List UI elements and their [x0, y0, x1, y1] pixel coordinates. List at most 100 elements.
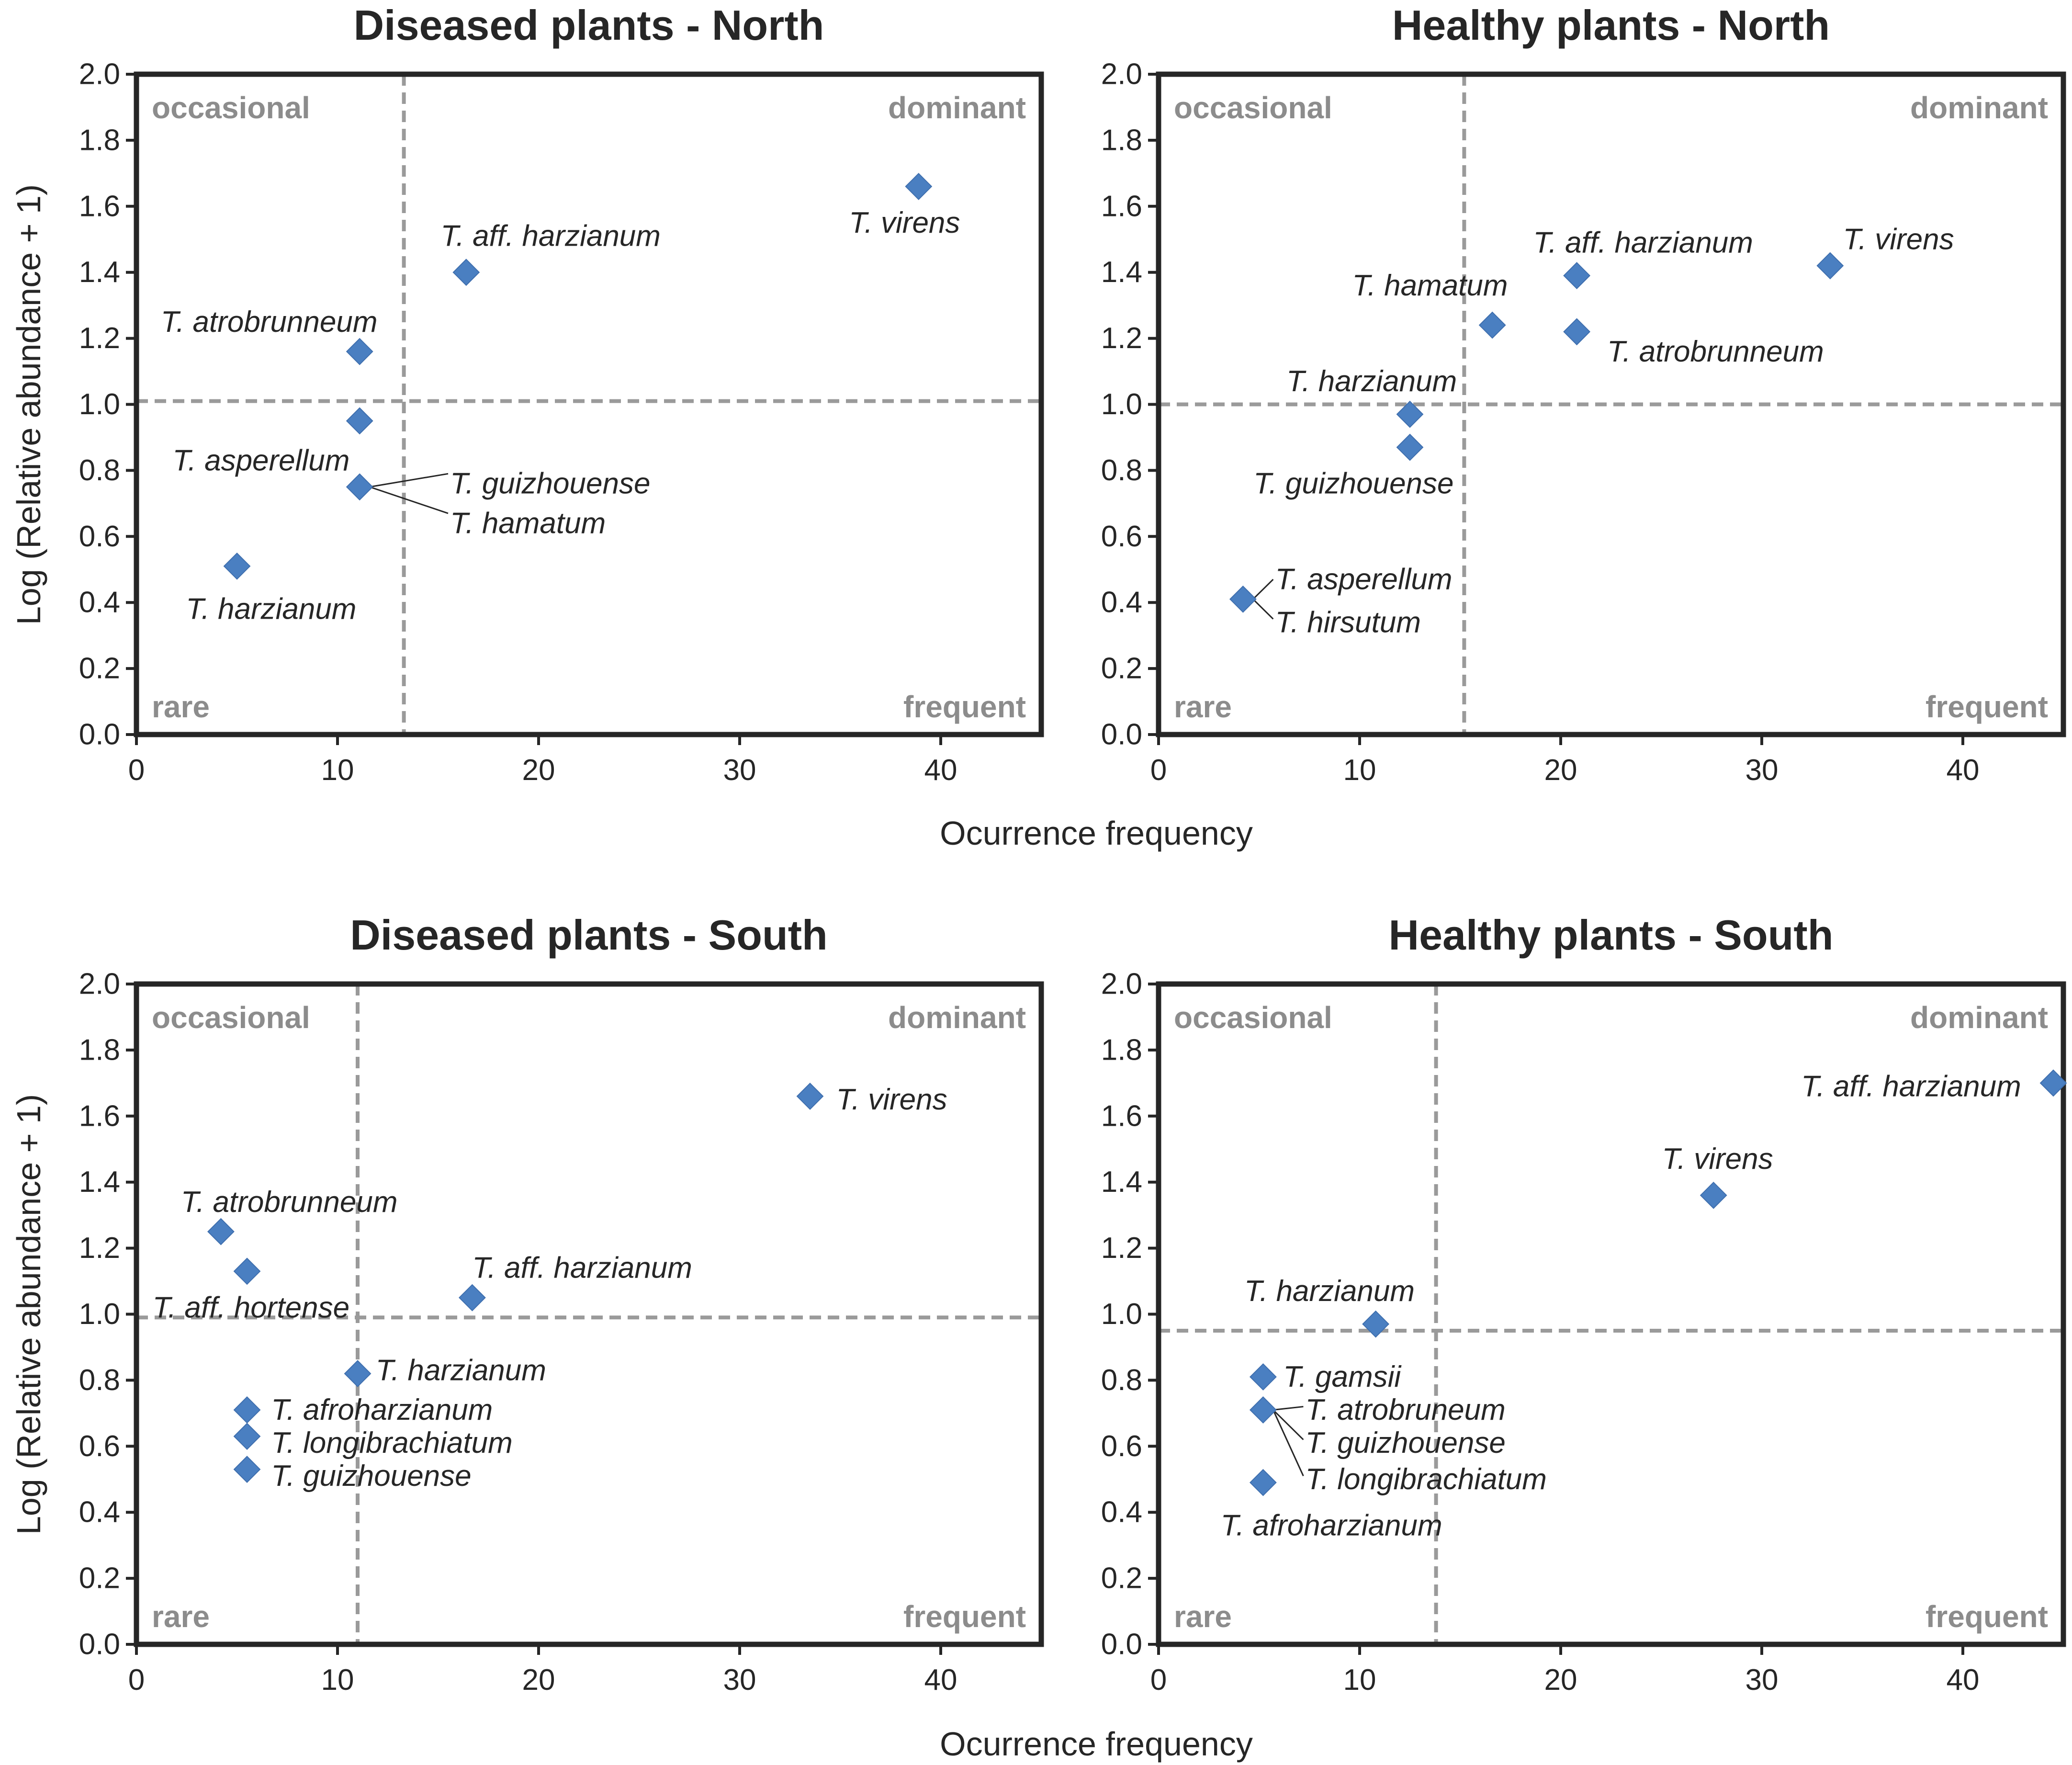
chart-title: Diseased plants - North [354, 1, 824, 49]
data-point-marker [452, 259, 480, 286]
y-tick-label: 1.8 [79, 124, 120, 157]
quadrant-label-frequent: frequent [1926, 1599, 2048, 1634]
label-leader-line [1272, 1409, 1304, 1476]
chart-panel-4: Healthy plants - South 0.0 0.2 0.4 0.6 0.8 1.0… [1101, 911, 2067, 1697]
y-axis-label: Log (Relative abundance + 1) [10, 1094, 47, 1535]
species-label: T. harzianum [376, 1354, 546, 1387]
data-point-marker [346, 407, 373, 435]
species-label: T. harzianum [1286, 365, 1457, 398]
x-tick-label: 20 [1544, 1663, 1577, 1697]
x-tick-label: 0 [1150, 1663, 1167, 1697]
y-tick-label: 1.4 [79, 256, 120, 289]
quadrant-label-occasional: occasional [152, 91, 310, 125]
y-tick-label: 1.2 [1101, 1232, 1142, 1265]
data-point-marker [1396, 400, 1424, 428]
x-axis-label-top: Ocurrence frequency [940, 815, 1253, 852]
y-tick-label: 1.6 [1101, 1099, 1142, 1132]
y-tick-label: 0.4 [1101, 586, 1142, 619]
x-tick-label: 30 [723, 1663, 756, 1697]
y-tick-label: 1.8 [1101, 124, 1142, 157]
species-label: T. virens [836, 1083, 947, 1116]
species-label: T. harzianum [1244, 1275, 1415, 1308]
quadrant-label-occasional: occasional [1174, 1000, 1332, 1035]
y-tick-label: 1.4 [1101, 256, 1142, 289]
data-point-marker [1396, 433, 1424, 461]
species-label: T. longibrachiatum [1306, 1463, 1547, 1496]
x-tick-label: 40 [1947, 1663, 1980, 1697]
data-point-marker [346, 338, 373, 365]
data-point-marker [458, 1284, 486, 1312]
y-tick-label: 1.6 [79, 190, 120, 223]
x-tick-label: 0 [128, 754, 145, 787]
species-label: T. aff. harzianum [440, 220, 661, 253]
quadrant-label-rare: rare [1174, 690, 1232, 724]
y-tick-label: 0.6 [79, 520, 120, 553]
species-label: T. aff. hortense [153, 1291, 349, 1324]
data-point-marker [1700, 1181, 1727, 1209]
y-tick-label: 1.6 [1101, 190, 1142, 223]
data-point-marker [2039, 1069, 2067, 1097]
y-tick-label: 0.4 [79, 586, 120, 619]
y-tick-label: 0.6 [1101, 1430, 1142, 1463]
species-label: T. hamatum [450, 507, 606, 540]
x-tick-label: 30 [1745, 1663, 1779, 1697]
x-tick-label: 10 [321, 754, 354, 787]
quadrant-label-frequent: frequent [1926, 690, 2048, 724]
x-axis-label-bottom: Ocurrence frequency [940, 1725, 1253, 1763]
x-tick-label: 0 [128, 1663, 145, 1697]
species-label: T. asperellum [1275, 563, 1453, 596]
data-point-marker [233, 1423, 261, 1450]
y-tick-label: 1.8 [79, 1033, 120, 1066]
species-label: T. guizhouense [450, 467, 650, 500]
x-tick-label: 20 [522, 754, 555, 787]
y-tick-label: 1.4 [1101, 1165, 1142, 1199]
data-point-marker [1249, 1363, 1277, 1391]
label-leader-line [1272, 1409, 1304, 1440]
data-point-marker [233, 1257, 261, 1285]
quadrant-label-rare: rare [1174, 1599, 1232, 1634]
species-label: T. atrobrunneum [1607, 335, 1824, 368]
quadrant-label-frequent: frequent [903, 1599, 1026, 1634]
x-tick-label: 40 [1947, 754, 1980, 787]
species-label: T. atrobrunneum [181, 1186, 398, 1219]
data-point-marker [207, 1218, 235, 1245]
species-label: T. atrobrunneum [161, 305, 378, 339]
data-point-marker [1563, 262, 1591, 290]
x-tick-label: 30 [723, 754, 756, 787]
species-label: T. aff. harzianum [1533, 226, 1753, 259]
y-tick-label: 1.8 [1101, 1033, 1142, 1066]
x-tick-label: 20 [1544, 754, 1577, 787]
data-point-marker [233, 1456, 261, 1483]
label-leader-line [369, 473, 449, 488]
chart-title: Healthy plants - South [1389, 911, 1834, 959]
data-point-marker [1249, 1469, 1277, 1496]
species-label: T. aff. harzianum [472, 1252, 692, 1285]
data-point-marker [1362, 1310, 1390, 1338]
y-tick-label: 0.6 [1101, 520, 1142, 553]
y-tick-label: 0.2 [79, 1562, 120, 1595]
y-tick-label: 0.4 [79, 1496, 120, 1529]
label-leader-line [1273, 1406, 1304, 1411]
y-tick-label: 0.2 [1101, 652, 1142, 685]
x-tick-label: 10 [1343, 754, 1376, 787]
y-tick-label: 1.0 [79, 388, 120, 421]
data-point-marker [905, 173, 933, 200]
quadrant-label-dominant: dominant [888, 91, 1026, 125]
species-label: T. guizhouense [1253, 467, 1453, 500]
x-tick-label: 20 [522, 1663, 555, 1697]
y-tick-label: 1.4 [79, 1165, 120, 1199]
label-leader-line [1252, 578, 1274, 600]
data-point-marker [1563, 318, 1591, 346]
species-label: T. virens [1843, 223, 1954, 256]
chart-title: Healthy plants - North [1392, 1, 1830, 49]
data-point-marker [1229, 585, 1257, 613]
quadrant-label-rare: rare [152, 690, 210, 724]
y-tick-label: 0.2 [1101, 1562, 1142, 1595]
y-tick-label: 1.0 [1101, 1298, 1142, 1331]
x-tick-label: 10 [1343, 1663, 1376, 1697]
species-label: T. asperellum [172, 444, 349, 477]
data-point-marker [1816, 252, 1844, 280]
y-tick-label: 1.0 [1101, 388, 1142, 421]
x-tick-label: 30 [1745, 754, 1779, 787]
x-tick-label: 40 [924, 1663, 957, 1697]
